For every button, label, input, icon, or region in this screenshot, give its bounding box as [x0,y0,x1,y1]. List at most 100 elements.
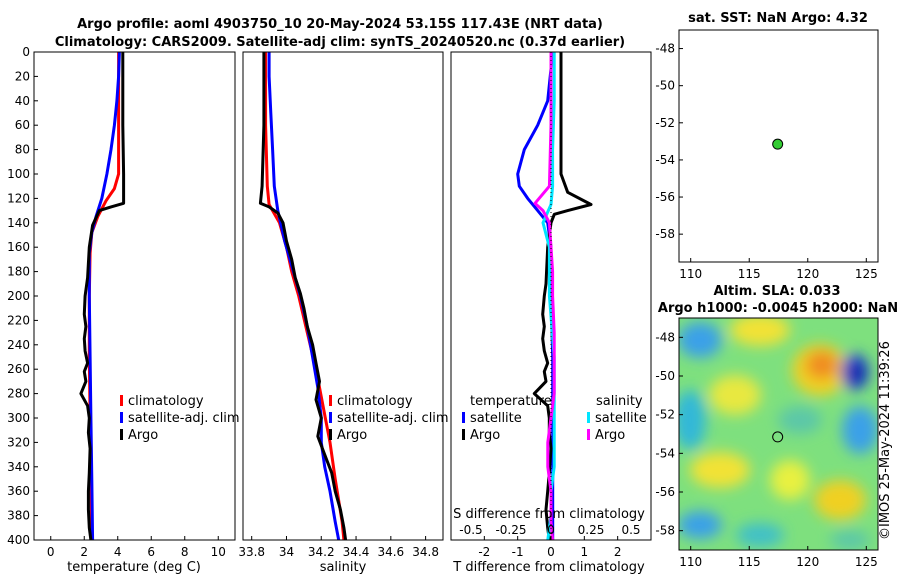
y-tick-label: -54 [655,446,675,460]
x-tick-label: 125 [855,267,878,281]
sla-blob [814,480,866,520]
legend-swatch-satellite [120,412,123,423]
x-tick-label: 33.8 [238,545,265,559]
legend-label-t-argo: Argo [470,428,500,443]
legend-label-argo: Argo [337,428,367,443]
legend-label-argo: Argo [128,428,158,443]
sst-map-panel: sat. SST: NaN Argo: 4.32 110 115 120 125 -48… [655,11,879,281]
sla-heatmap-field [679,318,878,550]
y-tick-label: 120 [7,191,30,205]
argo-position-marker [772,431,784,443]
x-tick-label: 34.6 [377,545,404,559]
sla-blob [778,406,822,434]
series-line-argo [79,52,126,540]
y-tick-label: 280 [7,387,30,401]
s-tick-label: 0.25 [578,523,605,537]
temperature-panel: 0 2 4 6 8 10020406080100120140160180200220240… [7,45,240,575]
temperature-xlabel: temperature (deg C) [67,560,201,575]
sla-blob [842,406,878,454]
y-tick-label: 20 [15,69,30,83]
difference-xlabel: T difference from climatology [452,560,645,575]
legend-swatch-t-argo [462,429,465,440]
y-tick-label: -56 [655,485,675,499]
x-tick-label: 125 [855,555,878,569]
sla-heatmap [679,318,878,550]
series-line-satellite-adj-clim [87,52,121,540]
x-tick-label: 34.2 [308,545,335,559]
legend-swatch-climatology [329,395,332,406]
x-tick-label: 4 [114,545,122,559]
y-tick-label: -52 [655,408,675,422]
s-tick-label: -0.25 [495,523,526,537]
footer-credit: ©IMOS 25-May-2024 11:39:26 [878,341,893,540]
sst-map-frame [678,29,879,263]
y-tick-label: -48 [655,42,675,56]
sla-blob [830,530,870,550]
legend-label-satellite: satellite-adj. clim [337,411,449,426]
salinity-diff-legend: salinity satellite Argo [587,394,647,443]
temperature-diff-legend: temperature satellite Argo [462,394,552,443]
x-tick-label: 0 [547,545,555,559]
series-line-t-argo [532,52,593,540]
y-tick-label: 400 [7,533,30,547]
legend-swatch-satellite [329,412,332,423]
legend-label-climatology: climatology [337,394,413,409]
x-tick-label: 115 [738,267,761,281]
x-tick-label: -1 [512,545,524,559]
y-tick-label: -50 [655,369,675,383]
x-tick-label: 34 [279,545,294,559]
x-tick-label: 6 [147,545,155,559]
series-line-climatology [264,52,346,540]
legend-label-s-satellite: satellite [595,411,647,426]
x-tick-label: 34.4 [343,545,370,559]
y-tick-label: 80 [15,143,30,157]
salinity-panel: 33.8 34 34.2 34.4 34.6 34.8 salinity climatol… [238,51,449,575]
title-line-2: Climatology: CARS2009. Satellite-adj cli… [55,35,625,50]
y-tick-label: -48 [655,330,675,344]
sla-blob [679,390,706,450]
legend-label-satellite: satellite-adj. clim [128,411,240,426]
sla-blob [679,322,722,358]
y-tick-label: -52 [655,116,675,130]
y-tick-label: 100 [7,167,30,181]
x-tick-label: 8 [181,545,189,559]
sla-blob [806,351,838,379]
sla-map-title-line-1: Altim. SLA: 0.033 [714,284,841,299]
y-tick-label: 220 [7,313,30,327]
salinity-axes-frame [242,51,444,541]
legend-swatch-t-satellite [462,412,465,423]
series-line-argo [258,52,348,540]
y-tick-label: 60 [15,118,30,132]
y-tick-label: -54 [655,153,675,167]
x-tick-label: 115 [738,555,761,569]
y-tick-label: 360 [7,484,30,498]
x-tick-label: 2 [614,545,622,559]
y-tick-label: -56 [655,190,675,204]
y-tick-label: 260 [7,362,30,376]
s-tick-label: 0 [547,523,555,537]
y-tick-label: -50 [655,79,675,93]
series-line-s-argo [533,52,556,540]
sla-blob [770,460,810,500]
salinity-xlabel: salinity [320,560,367,575]
y-tick-label: 240 [7,338,30,352]
sla-blob [679,511,722,539]
sla-blob [849,364,863,382]
y-tick-label: 200 [7,289,30,303]
sla-map-panel: Altim. SLA: 0.033 Argo h1000: -0.0045 h2… [655,284,898,569]
x-tick-label: 110 [679,267,702,281]
x-tick-label: 10 [211,545,226,559]
temperature-axes-frame [33,51,236,541]
y-tick-label: 340 [7,460,30,474]
legend-swatch-s-satellite [587,412,590,423]
s-tick-label: -0.5 [459,523,482,537]
x-tick-label: 34.8 [412,545,439,559]
y-tick-label: -58 [655,524,675,538]
x-tick-label: 0 [47,545,55,559]
title-line-1: Argo profile: aoml 4903750_10 20-May-202… [77,17,603,32]
legend-title-temperature: temperature [470,394,552,409]
legend-label-climatology: climatology [128,394,204,409]
sla-blob [736,523,784,547]
sla-blob [709,375,761,415]
